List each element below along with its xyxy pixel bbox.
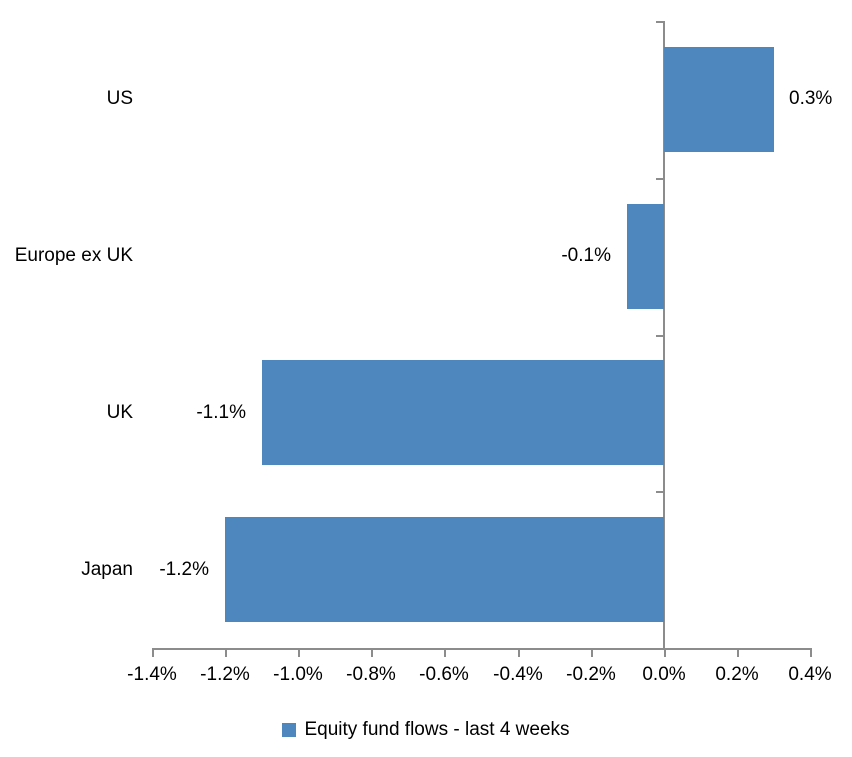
bar-japan (225, 517, 664, 622)
x-axis-tick (810, 650, 812, 657)
x-axis-line (152, 648, 812, 650)
x-axis-tick-label: 0.2% (715, 664, 759, 685)
x-axis-tick-label: -1.4% (127, 664, 177, 685)
x-axis-tick (518, 650, 520, 657)
category-axis-tick (656, 491, 663, 493)
x-axis-tick (152, 650, 154, 657)
category-axis-tick (656, 21, 663, 23)
x-axis-tick-label: -1.0% (273, 664, 323, 685)
x-axis-tick (225, 650, 227, 657)
data-label-uk: -1.1% (196, 402, 246, 423)
data-label-japan: -1.2% (159, 559, 209, 580)
x-axis-tick (664, 650, 666, 657)
legend-marker-icon (282, 723, 297, 737)
x-axis-tick-label: -0.6% (419, 664, 469, 685)
category-label-japan: Japan (81, 559, 133, 580)
legend: Equity fund flows - last 4 weeks (0, 716, 852, 744)
x-axis-tick-label: 0.0% (642, 664, 686, 685)
x-axis-tick-label: -0.4% (493, 664, 543, 685)
category-axis-tick (656, 178, 663, 180)
legend-label: Equity fund flows - last 4 weeks (304, 719, 570, 740)
bar-us (664, 47, 774, 152)
y-axis-zero-line (663, 21, 665, 650)
category-label-uk: UK (106, 402, 133, 423)
data-label-us: 0.3% (789, 88, 833, 109)
x-axis-tick-label: -0.2% (566, 664, 616, 685)
category-label-europe-ex-uk: Europe ex UK (14, 245, 133, 266)
x-axis-tick (737, 650, 739, 657)
category-axis-tick (656, 335, 663, 337)
x-axis-tick (444, 650, 446, 657)
x-axis-tick-label: 0.4% (788, 664, 832, 685)
x-axis-tick-label: -0.8% (346, 664, 396, 685)
x-axis-tick (371, 650, 373, 657)
category-label-us: US (106, 88, 133, 109)
data-label-europe-ex-uk: -0.1% (561, 245, 611, 266)
x-axis-tick (298, 650, 300, 657)
x-axis-tick (591, 650, 593, 657)
bar-europe-ex-uk (627, 204, 664, 309)
category-axis-tick (656, 648, 663, 650)
x-axis-tick-label: -1.2% (200, 664, 250, 685)
bar-uk (262, 360, 664, 465)
